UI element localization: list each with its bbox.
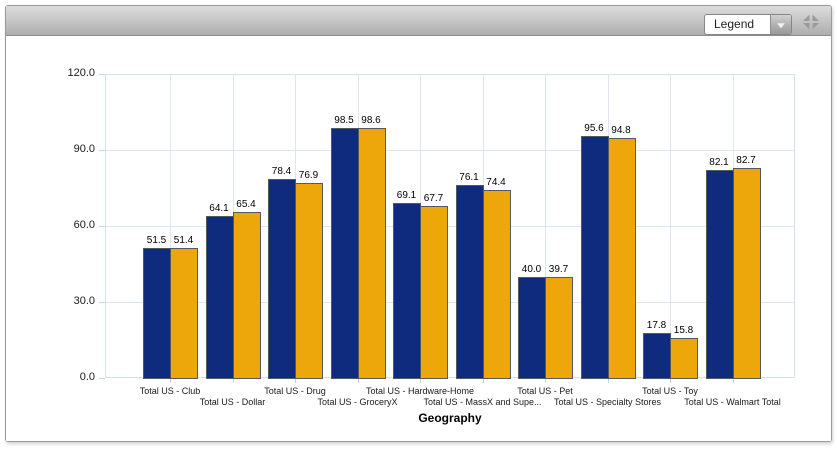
y-axis-tick <box>99 378 105 379</box>
x-axis-category-label: Total US - MassX and Supe... <box>423 397 542 407</box>
legend-dropdown-arrow-button[interactable] <box>770 15 791 34</box>
x-axis-tick <box>607 378 609 383</box>
x-axis-tick <box>295 378 296 383</box>
y-axis-tick-label: 120.0 <box>67 67 95 79</box>
x-axis-category-label: Total US - Specialty Stores <box>553 397 662 407</box>
bar-value-label: 39.7 <box>548 264 569 276</box>
bar-series-1[interactable] <box>455 185 484 379</box>
bar-value-label: 95.6 <box>584 122 604 134</box>
x-axis-tick <box>732 378 734 383</box>
y-axis-tick <box>99 74 105 75</box>
bar-series-2[interactable] <box>607 137 636 379</box>
bar-series-1[interactable] <box>143 247 171 379</box>
plot-area <box>105 74 795 378</box>
bar-series-2[interactable] <box>482 189 511 379</box>
y-axis-tick-label: 90.0 <box>73 143 95 155</box>
bar-value-label: 98.5 <box>334 115 354 127</box>
y-axis-tick <box>99 302 105 303</box>
bar-value-label: 98.6 <box>361 115 381 127</box>
bar-value-label: 82.1 <box>709 157 729 168</box>
x-axis-category-label: Total US - Hardware-Home <box>365 386 475 396</box>
x-axis-tick <box>482 378 484 383</box>
x-axis-category-label: Total US - Club <box>139 386 201 396</box>
bar-value-label: 17.8 <box>646 319 667 331</box>
category-gridline <box>170 74 171 378</box>
y-axis-tick <box>99 150 105 151</box>
bar-series-1[interactable] <box>205 215 234 379</box>
bar-value-label: 94.8 <box>611 124 631 136</box>
bar-value-label: 76.9 <box>298 170 319 182</box>
x-axis-category-label: Total US - Walmart Total <box>684 397 781 407</box>
bar-series-2[interactable] <box>732 168 761 379</box>
widget-content: Geography 0.0 30.0 60.0 90.0 120.0 Total US -… <box>6 37 831 441</box>
bar-series-2[interactable] <box>545 277 573 379</box>
bar-value-label: 82.7 <box>736 155 756 167</box>
chart-area: Geography 0.0 30.0 60.0 90.0 120.0 Total US -… <box>6 37 831 441</box>
x-axis-category-label: Total US - Drug <box>264 386 326 396</box>
y-gridline <box>105 226 795 227</box>
x-axis-category-label: Total US - Toy <box>642 386 698 396</box>
bar-value-label: 65.4 <box>236 199 256 211</box>
x-axis-tick <box>670 378 671 383</box>
bar-value-label: 51.4 <box>173 234 194 246</box>
maximize-button[interactable] <box>800 13 822 31</box>
bar-series-1[interactable] <box>643 332 671 379</box>
chevron-down-icon <box>777 22 785 28</box>
bar-series-2[interactable] <box>357 128 386 379</box>
bar-series-2[interactable] <box>295 183 323 379</box>
x-axis-category-label: Total US - GroceryX <box>317 397 398 407</box>
widget-titlebar: Legend <box>6 6 831 36</box>
bar-value-label: 69.1 <box>396 189 417 201</box>
y-axis-tick-label: 0.0 <box>79 371 95 383</box>
chart-widget-window: Legend Geography 0.0 30.0 60 <box>5 5 832 442</box>
x-axis-title: Geography <box>418 411 482 425</box>
bar-series-2[interactable] <box>670 337 698 379</box>
category-gridline <box>545 74 546 378</box>
maximize-icon <box>803 14 819 30</box>
bar-series-1[interactable] <box>705 170 734 379</box>
bar-value-label: 64.1 <box>209 202 229 214</box>
y-gridline <box>105 150 795 151</box>
legend-dropdown-value: Legend <box>714 17 755 31</box>
x-axis-tick <box>420 378 421 383</box>
x-axis-tick <box>545 378 546 383</box>
x-axis-category-label: Total US - Pet <box>517 386 573 396</box>
bar-series-1[interactable] <box>580 135 609 379</box>
y-gridline <box>105 302 795 303</box>
bar-series-2[interactable] <box>232 212 261 379</box>
bar-series-1[interactable] <box>518 276 546 379</box>
bar-value-label: 67.7 <box>423 193 444 205</box>
y-axis-tick <box>99 226 105 227</box>
bar-value-label: 76.1 <box>459 172 479 184</box>
bar-value-label: 15.8 <box>673 324 694 336</box>
bar-series-2[interactable] <box>420 206 448 379</box>
bar-series-2[interactable] <box>170 247 198 379</box>
bar-value-label: 74.4 <box>486 176 506 188</box>
category-gridline <box>670 74 671 378</box>
x-axis-tick <box>232 378 234 383</box>
x-axis-tick <box>357 378 359 383</box>
bar-series-1[interactable] <box>393 202 421 379</box>
legend-dropdown[interactable]: Legend <box>704 14 792 35</box>
x-axis-tick <box>170 378 171 383</box>
x-axis-category-label: Total US - Dollar <box>199 397 266 407</box>
bar-value-label: 51.5 <box>146 234 167 246</box>
bar-series-1[interactable] <box>330 128 359 379</box>
bar-value-label: 78.4 <box>271 166 292 178</box>
bar-series-1[interactable] <box>268 179 296 379</box>
y-axis-tick-label: 60.0 <box>73 219 95 231</box>
bar-value-label: 40.0 <box>521 263 542 275</box>
y-axis-tick-label: 30.0 <box>73 295 95 307</box>
